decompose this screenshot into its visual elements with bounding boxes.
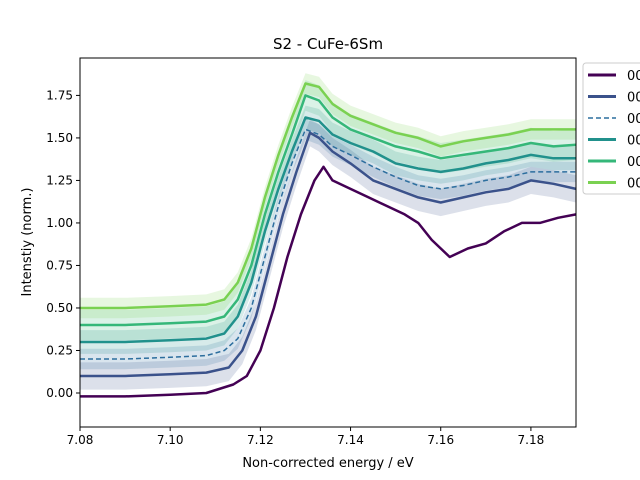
- series-0-line: [80, 165, 577, 398]
- legend: 00 00 00 00 00 00: [582, 62, 640, 195]
- y-tick-label: 0.00: [46, 386, 73, 400]
- y-axis: 0.00 0.25 0.50 0.75 1.00 1.25 1.50 1.75: [46, 88, 80, 400]
- series-1-line: [80, 131, 577, 378]
- y-axis-label: Intenstiy (norm.): [20, 188, 35, 297]
- series-5-line: [80, 82, 576, 310]
- x-axis-label: Non-corrected energy / eV: [242, 456, 413, 471]
- y-tick-label: 1.25: [46, 173, 73, 187]
- chart-title: S2 - CuFe-6Sm: [273, 35, 383, 53]
- x-tick-label: 7.12: [247, 433, 274, 447]
- series-4-line: [80, 94, 577, 327]
- y-tick-label: 1.75: [46, 88, 73, 102]
- legend-label-3: 00: [627, 134, 640, 149]
- y-tick-label: 1.00: [46, 216, 73, 230]
- x-tick-label: 7.14: [337, 433, 364, 447]
- legend-label-4: 00: [627, 155, 640, 170]
- series-5-band: [80, 73, 576, 319]
- x-tick-label: 7.18: [518, 433, 545, 447]
- legend-label-1: 00: [627, 91, 640, 106]
- legend-label-5: 00: [627, 177, 640, 192]
- series-3-band: [80, 105, 576, 354]
- y-tick-label: 0.50: [46, 301, 73, 315]
- legend-label-0: 00: [627, 69, 640, 84]
- y-tick-label: 1.50: [46, 131, 73, 145]
- series-3-line: [80, 116, 576, 344]
- x-tick-label: 7.10: [157, 433, 184, 447]
- series-lines: [80, 82, 577, 398]
- x-axis: 7.08 7.10 7.12 7.14 7.16 7.18: [67, 427, 545, 447]
- plot-frame: [79, 57, 577, 428]
- x-tick-label: 7.16: [427, 433, 454, 447]
- series-4-band: [80, 80, 576, 341]
- series-2-band: [80, 119, 576, 370]
- y-tick-label: 0.25: [46, 343, 73, 357]
- legend-label-2: 00: [627, 112, 640, 127]
- y-tick-label: 0.75: [46, 258, 73, 272]
- x-tick-label: 7.08: [67, 433, 94, 447]
